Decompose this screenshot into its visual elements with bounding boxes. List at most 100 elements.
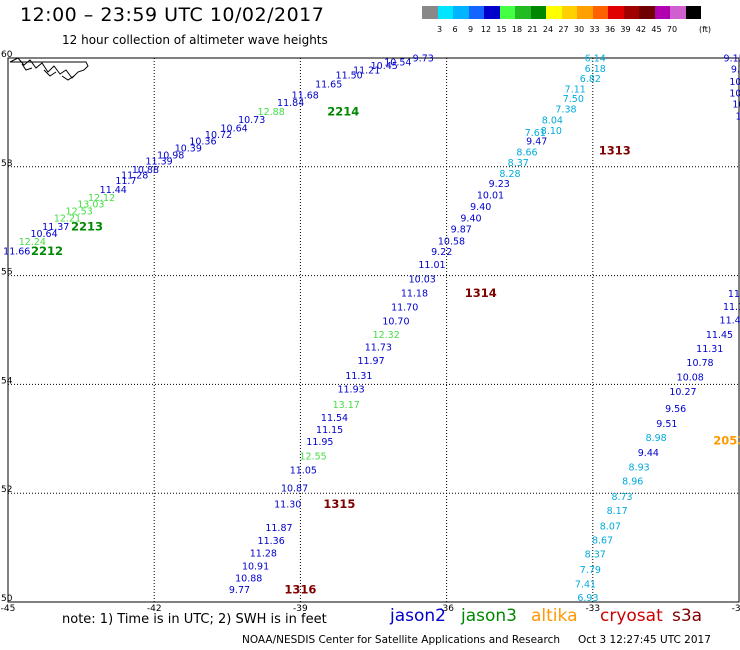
color-swatch	[561, 6, 577, 19]
wave-height-point: 9.77	[229, 585, 250, 596]
pass-number-label: 1315	[323, 497, 355, 511]
legend-altika: altika	[531, 606, 578, 626]
wave-height-point: 9.51	[656, 419, 677, 430]
wave-height-point: 10.87	[281, 483, 308, 494]
wave-height-point: 13.03	[77, 199, 104, 210]
color-scale-unit: (ft)	[698, 25, 712, 34]
pass-number-label: 1314	[465, 286, 497, 300]
wave-height-point: 9.40	[470, 202, 491, 213]
chart-title: 12:00 – 23:59 UTC 10/02/2017	[20, 4, 325, 26]
wave-height-point: 8.93	[629, 463, 650, 474]
wave-height-point: 11.45	[706, 330, 733, 341]
wave-height-point: 12.55	[299, 452, 326, 463]
color-swatch	[577, 6, 593, 19]
wave-height-point: 11.95	[306, 437, 333, 448]
pass-labels: 2212 2213 2214 1313 1314 1315 1316 2052	[31, 104, 740, 596]
wave-height-point: 9.73	[413, 54, 434, 65]
wave-height-point: 11.15	[316, 425, 343, 436]
wave-height-point: 11.87	[265, 523, 292, 534]
wave-height-point: 12.53	[66, 206, 93, 217]
axis-tick-labels: -45 -42 -39 -36 -33 -30 50 52 54 56 58 60	[1, 50, 740, 614]
credit-line: NOAA/NESDIS Center for Satellite Applica…	[242, 634, 560, 646]
wave-height-point: 11.45	[720, 316, 740, 327]
color-scale-tick: 24	[542, 25, 554, 34]
wave-height-point: 7.79	[580, 565, 601, 576]
wave-height-point: 8.96	[622, 477, 643, 488]
wave-height-point: 9.22	[431, 247, 452, 258]
color-scale-tick: 39	[620, 25, 631, 34]
color-scale-tick: 45	[651, 25, 662, 34]
color-scale-tick: 15	[496, 25, 507, 34]
color-swatch	[608, 6, 624, 19]
wave-height-point: 11.70	[391, 303, 418, 314]
y-tick-label: 50	[1, 594, 13, 604]
wave-height-point: 9.44	[638, 448, 659, 459]
wave-height-point: 11.10	[723, 302, 740, 313]
x-tick-label: -33	[585, 604, 600, 614]
wave-height-point: 12.12	[88, 193, 115, 204]
wave-height-point: 11.30	[274, 500, 301, 511]
wave-height-point: 10.	[735, 112, 740, 123]
wave-height-point: 12.88	[258, 107, 285, 118]
pass-number-label: 1313	[599, 143, 631, 157]
wave-height-point: 10.1	[732, 100, 740, 111]
wave-height-point: 11.39	[145, 156, 172, 167]
wave-height-point: 11.37	[42, 222, 69, 233]
y-tick-label: 54	[1, 376, 13, 386]
wave-height-point: 11.68	[292, 90, 319, 101]
wave-height-point: 10.54	[384, 57, 411, 68]
color-swatch	[546, 6, 562, 19]
wave-height-point: 10.78	[686, 358, 713, 369]
color-swatch	[499, 6, 515, 19]
y-tick-label: 52	[1, 485, 12, 495]
wave-height-point: 11.28	[121, 170, 148, 181]
wave-height-point: 11.31	[345, 371, 372, 382]
legend-cryosat: cryosat	[600, 606, 663, 626]
color-scale-tick: 9	[467, 25, 474, 34]
x-tick-label: -42	[147, 604, 162, 614]
wave-height-point: 8.28	[499, 169, 520, 180]
wave-height-point: 8.04	[542, 116, 563, 127]
color-scale-tick: 36	[604, 25, 616, 34]
legend-jason3: jason3	[461, 606, 517, 626]
legend-s3a: s3a	[672, 606, 703, 626]
color-scale-tick: 30	[573, 25, 585, 34]
wave-height-point: 10.64	[30, 229, 57, 240]
x-tick-label: -45	[1, 604, 16, 614]
wave-height-point: 11.27	[728, 289, 740, 300]
wave-height-point: 8.07	[600, 521, 621, 532]
wave-height-point: 10.08	[677, 372, 704, 383]
wave-height-point: 8.98	[646, 433, 667, 444]
data-points: 11.6612.2410.6411.3712.2112.5313.0312.12…	[3, 54, 740, 605]
wave-height-point: 10.88	[235, 574, 262, 585]
wave-height-point: 10.36	[189, 137, 216, 148]
wave-height-point: 7.41	[575, 580, 596, 591]
wave-height-point: 10.39	[175, 143, 202, 154]
wave-height-point: 8.10	[541, 126, 562, 137]
x-tick-label: -39	[293, 604, 308, 614]
wave-height-point: 9.03	[731, 64, 740, 75]
wave-height-point: 11.54	[321, 413, 348, 424]
wave-height-point: 10.88	[132, 165, 159, 176]
wave-height-point: 10.70	[382, 316, 409, 327]
wave-height-point: 10.64	[729, 88, 740, 99]
wave-height-point: 11.7	[115, 176, 136, 187]
color-scale-tick: 12	[480, 25, 492, 34]
wave-height-point: 10.64	[221, 124, 248, 135]
wave-height-point: 11.93	[337, 384, 364, 395]
wave-height-point: 11.97	[357, 356, 384, 367]
wave-height-point: 7.38	[555, 105, 576, 116]
color-swatch	[530, 6, 546, 19]
wave-height-point: 12.24	[19, 237, 46, 248]
wave-height-point: 8.66	[516, 148, 537, 159]
color-swatch	[685, 6, 701, 19]
plot-frame	[7, 57, 740, 603]
color-scale-tick: 3	[436, 25, 443, 34]
color-swatch	[654, 6, 670, 19]
color-swatch	[453, 6, 469, 19]
y-tick-label: 56	[1, 268, 13, 278]
issued-timestamp: Oct 3 12:27:45 UTC 2017	[578, 634, 711, 646]
legend-jason2: jason2	[390, 606, 446, 626]
pass-number-label: 2213	[71, 220, 103, 234]
wave-height-point: 13.17	[333, 400, 360, 411]
